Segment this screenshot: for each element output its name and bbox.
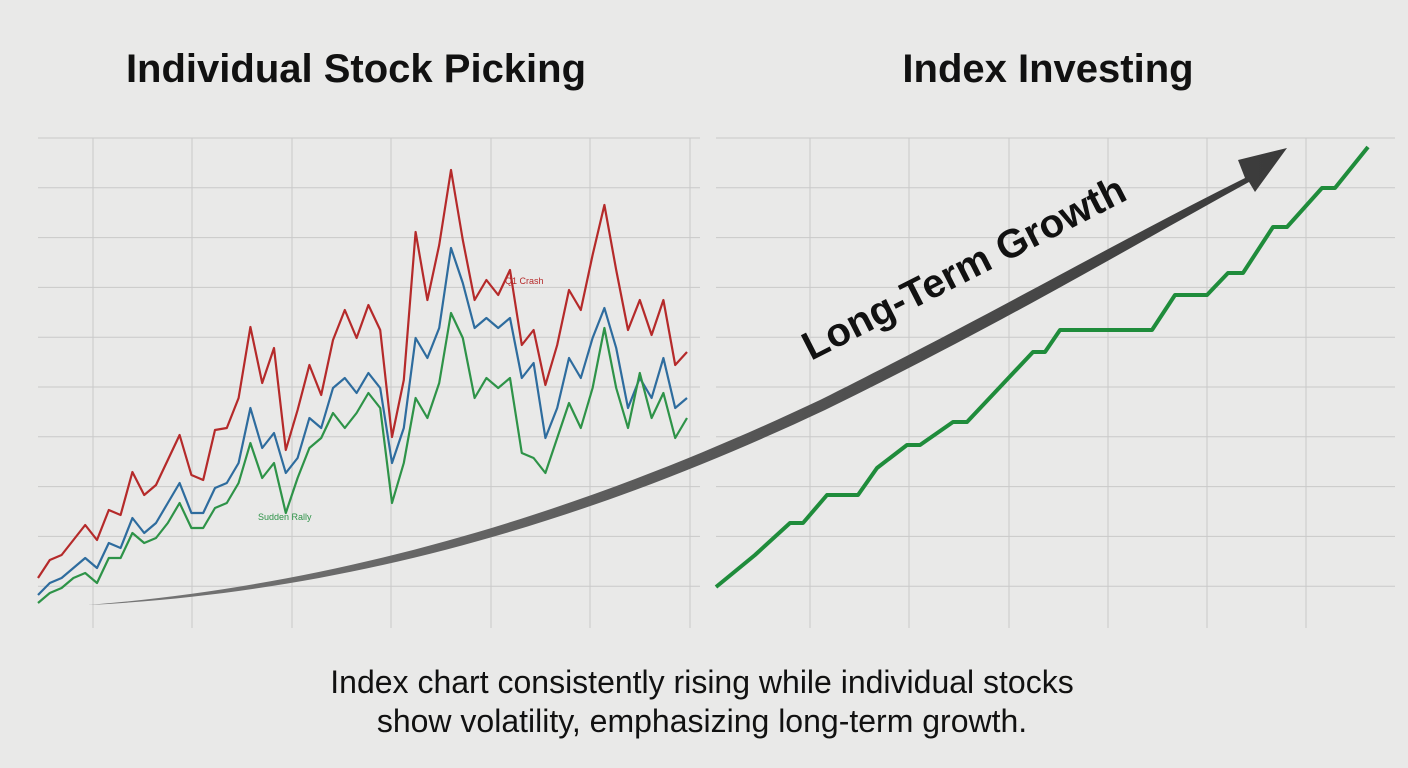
data-line — [37, 168, 688, 579]
annotation: Sudden Rally — [258, 512, 312, 522]
chart-title: Index Investing — [902, 47, 1193, 91]
caption: show volatility, emphasizing long-term g… — [377, 703, 1027, 739]
annotation: Q1 Crash — [505, 276, 544, 286]
grids — [38, 137, 1395, 628]
data-line — [37, 246, 688, 596]
plots: Q1 Crash Sudden Rally — [37, 145, 1370, 604]
data-line — [37, 311, 688, 604]
caption: Index chart consistently rising while in… — [330, 664, 1073, 700]
chart-title: Individual Stock Picking — [126, 47, 586, 91]
data-line — [714, 145, 1370, 589]
